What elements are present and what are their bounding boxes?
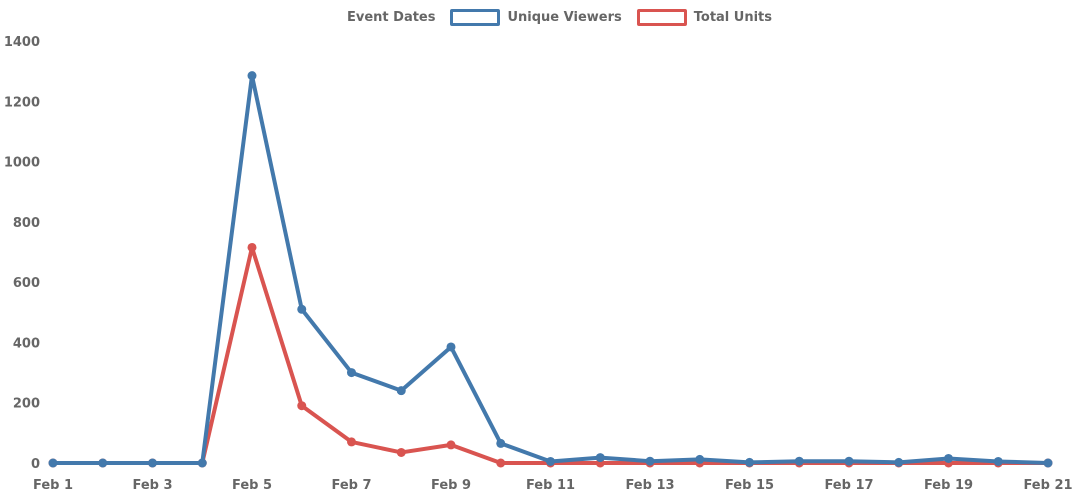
data-point-total-units[interactable] — [247, 242, 257, 252]
data-point-unique-viewers[interactable] — [347, 368, 356, 378]
y-axis-tick-label: 1400 — [4, 35, 40, 50]
x-axis-tick-label: Feb 7 — [331, 478, 371, 493]
series-unique-viewers — [48, 71, 1053, 468]
x-axis-tick-label: Feb 19 — [924, 478, 973, 493]
data-point-unique-viewers[interactable] — [48, 458, 58, 468]
data-point-unique-viewers[interactable] — [993, 456, 1003, 466]
unique-viewers-swatch-icon — [450, 9, 501, 26]
x-axis-tick-label: Feb 5 — [232, 478, 272, 493]
x-axis-tick-label: Feb 3 — [132, 478, 172, 493]
data-point-unique-viewers[interactable] — [98, 458, 108, 468]
data-point-total-units[interactable] — [396, 447, 406, 457]
legend-item-unique-viewers[interactable]: Unique Viewers — [450, 9, 622, 26]
data-point-unique-viewers[interactable] — [197, 458, 207, 468]
x-axis-tick-label: Feb 21 — [1023, 478, 1072, 493]
data-point-total-units[interactable] — [297, 401, 307, 411]
y-axis-tick-label: 0 — [31, 457, 40, 472]
x-axis-tick-label: Feb 17 — [824, 478, 873, 493]
data-point-unique-viewers[interactable] — [546, 456, 555, 466]
x-axis: Feb 1 Feb 3 Feb 5 Feb 7 Feb 9 Feb 11 Feb 13 Feb… — [33, 478, 1073, 493]
legend-label-total-units: Total Units — [693, 10, 773, 25]
legend-item-total-units[interactable]: Total Units — [636, 9, 773, 26]
series-total-units — [48, 242, 1053, 468]
data-point-unique-viewers[interactable] — [148, 458, 157, 468]
x-axis-tick-label: Feb 1 — [33, 478, 73, 493]
data-point-total-units[interactable] — [347, 437, 356, 447]
data-point-unique-viewers[interactable] — [446, 342, 456, 352]
legend: Event Dates Unique Viewers Total Units — [22, 9, 1075, 26]
data-point-unique-viewers[interactable] — [944, 453, 953, 463]
x-axis-tick-label: Feb 11 — [526, 478, 575, 493]
legend-label-unique-viewers: Unique Viewers — [507, 10, 622, 25]
data-point-unique-viewers[interactable] — [695, 454, 705, 464]
data-point-unique-viewers[interactable] — [297, 304, 307, 314]
x-axis-tick-label: Feb 9 — [431, 478, 471, 493]
data-point-unique-viewers[interactable] — [894, 457, 904, 467]
y-axis: 0 200 400 600 800 1000 1200 1400 — [4, 35, 40, 472]
legend-title: Event Dates — [346, 10, 436, 25]
y-axis-tick-label: 1200 — [4, 95, 40, 110]
y-axis-tick-label: 800 — [13, 216, 40, 231]
data-point-unique-viewers[interactable] — [595, 453, 605, 463]
series-line-total-units — [51, 245, 1050, 465]
data-point-unique-viewers[interactable] — [1043, 458, 1053, 468]
data-point-total-units[interactable] — [496, 458, 506, 468]
data-point-unique-viewers[interactable] — [496, 438, 506, 448]
y-axis-tick-label: 600 — [13, 276, 40, 291]
series-line-unique-viewers — [51, 73, 1050, 465]
y-axis-tick-label: 400 — [13, 336, 40, 351]
x-axis-tick-label: Feb 13 — [625, 478, 674, 493]
data-point-unique-viewers[interactable] — [396, 386, 406, 396]
data-point-unique-viewers[interactable] — [745, 457, 754, 467]
data-point-unique-viewers[interactable] — [794, 456, 804, 466]
data-point-unique-viewers[interactable] — [247, 71, 257, 81]
x-axis-tick-label: Feb 15 — [725, 478, 774, 493]
y-axis-tick-label: 1000 — [4, 156, 40, 171]
data-point-unique-viewers[interactable] — [645, 456, 655, 466]
data-point-unique-viewers[interactable] — [844, 456, 854, 466]
data-point-total-units[interactable] — [446, 440, 456, 450]
total-units-swatch-icon — [636, 9, 687, 26]
y-axis-tick-label: 200 — [13, 397, 40, 412]
